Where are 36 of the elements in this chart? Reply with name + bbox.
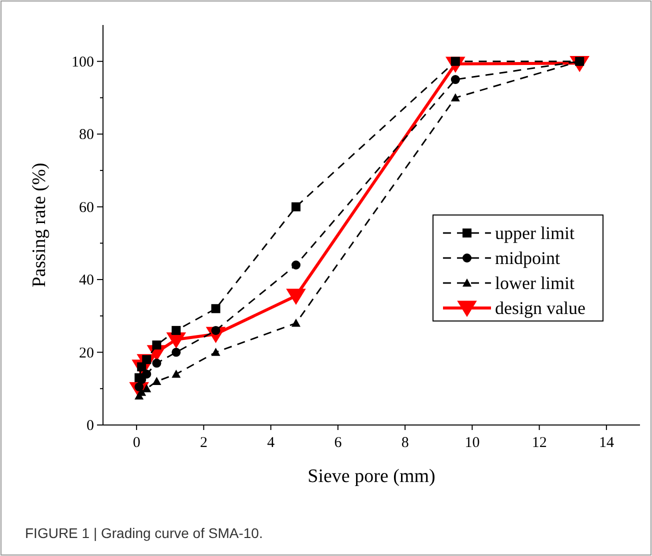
point: [286, 288, 306, 305]
point: [172, 348, 181, 357]
y-tick-label: 20: [79, 345, 94, 362]
x-tick-label: 4: [267, 435, 276, 451]
legend-label: upper limit: [495, 223, 574, 243]
y-tick-label: 40: [79, 272, 94, 289]
x-tick-label: 12: [532, 435, 547, 451]
y-axis-title: Passing rate (%): [29, 162, 50, 288]
point: [152, 340, 162, 350]
x-tick-label: 6: [334, 435, 342, 451]
legend-label: design value: [495, 298, 586, 318]
x-tick-label: 0: [132, 435, 140, 451]
point: [291, 260, 300, 270]
legend-label: lower limit: [495, 273, 574, 293]
point: [211, 304, 220, 314]
point: [142, 384, 152, 392]
point: [450, 75, 460, 84]
x-tick-label: 14: [598, 435, 614, 451]
x-tick-label: 10: [464, 435, 480, 451]
point: [450, 93, 460, 102]
point: [152, 358, 162, 368]
point: [211, 348, 220, 356]
point: [172, 326, 181, 335]
y-tick-label: 80: [79, 127, 94, 144]
x-tick-label: 8: [401, 435, 409, 451]
y-tick-label: 100: [72, 54, 94, 70]
y-tick-label: 0: [86, 418, 94, 434]
point: [172, 370, 181, 378]
caption: FIGURE 1 | Grading curve of SMA-10.: [25, 525, 263, 541]
x-axis-title: Sieve pore (mm): [308, 466, 436, 487]
point: [291, 202, 300, 212]
legend-label: midpoint: [495, 248, 560, 268]
point: [152, 376, 162, 385]
x-tick-label: 2: [200, 435, 208, 451]
y-tick-label: 60: [79, 200, 94, 216]
point: [291, 318, 300, 327]
